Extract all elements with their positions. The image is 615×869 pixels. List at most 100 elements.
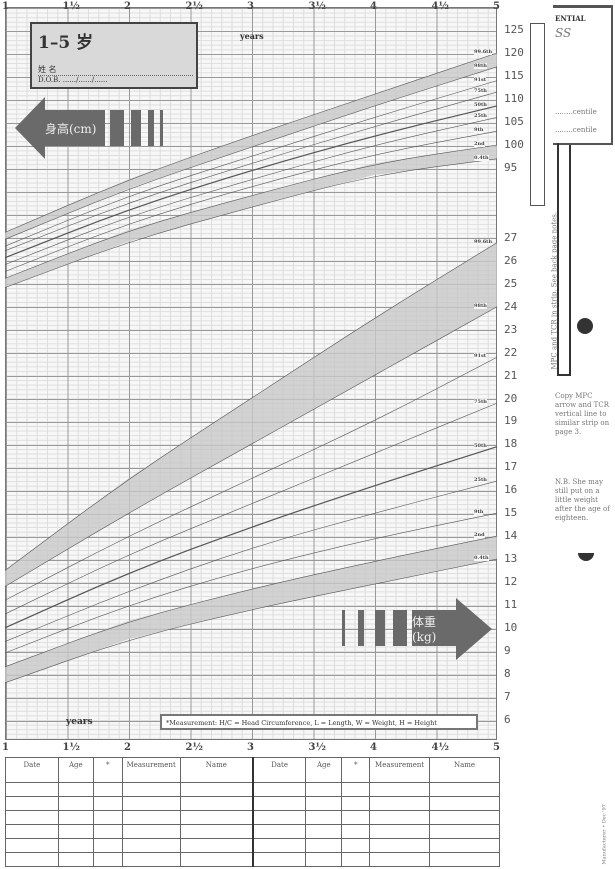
table-cell[interactable] xyxy=(369,824,431,839)
weight-axis-tick: 16 xyxy=(504,483,518,497)
weight-axis-tick: 26 xyxy=(504,253,518,267)
table-cell[interactable] xyxy=(5,852,59,867)
table-cell[interactable] xyxy=(179,796,254,811)
table-cell[interactable] xyxy=(429,852,500,867)
table-cell[interactable] xyxy=(179,824,254,839)
table-cell[interactable] xyxy=(57,782,94,797)
weight-centile-label: 50th xyxy=(474,442,487,449)
centile-field-1[interactable]: ........centile xyxy=(555,108,597,116)
x-axis-tick: 1½ xyxy=(62,742,80,753)
table-cell[interactable] xyxy=(341,810,371,825)
dob-field[interactable]: D.O.B. ....../....../...... xyxy=(38,76,108,84)
table-cell[interactable] xyxy=(429,810,500,825)
table-cell[interactable] xyxy=(429,796,500,811)
table-cell[interactable] xyxy=(57,796,94,811)
table-cell[interactable] xyxy=(92,782,123,797)
table-cell[interactable] xyxy=(57,810,94,825)
weight-axis-tick: 19 xyxy=(504,414,518,428)
table-cell[interactable] xyxy=(57,852,94,867)
height-centile-label: 2nd xyxy=(474,141,485,147)
table-cell[interactable] xyxy=(121,852,181,867)
weight-arrow: 体重(kg) xyxy=(342,598,492,660)
table-cell[interactable] xyxy=(369,852,431,867)
weight-arrow-label: 体重(kg) xyxy=(412,610,456,646)
weight-centile-line-50th xyxy=(4,446,498,629)
half-circle-marker-icon xyxy=(578,553,594,561)
table-cell[interactable] xyxy=(305,852,343,867)
weight-centile-line-98th xyxy=(4,306,498,587)
table-cell[interactable] xyxy=(5,796,59,811)
table-cell[interactable] xyxy=(121,810,181,825)
table-cell[interactable] xyxy=(5,810,59,825)
table-cell[interactable] xyxy=(5,782,59,797)
weight-centile-line-0.4th xyxy=(4,558,498,684)
table-cell[interactable] xyxy=(57,838,94,853)
table-cell[interactable] xyxy=(5,824,59,839)
table-cell[interactable] xyxy=(57,824,94,839)
height-centile-line-98th xyxy=(4,66,498,240)
height-axis-tick: 95 xyxy=(504,161,518,174)
table-cell[interactable] xyxy=(121,838,181,853)
weight-centile-line-75th xyxy=(4,402,498,615)
table-cell[interactable] xyxy=(92,852,123,867)
height-axis-tick: 125 xyxy=(504,23,524,36)
table-cell[interactable] xyxy=(92,824,123,839)
handwritten-text: SS xyxy=(555,26,572,40)
title-box: 1–5 岁 姓 名 D.O.B. ....../....../...... xyxy=(30,22,198,89)
table-cell[interactable] xyxy=(179,782,254,797)
table-cell[interactable] xyxy=(305,796,343,811)
table-cell[interactable] xyxy=(341,838,371,853)
table-cell[interactable] xyxy=(179,838,254,853)
name-field[interactable]: 姓 名 xyxy=(38,64,193,76)
table-cell[interactable] xyxy=(305,810,343,825)
table-cell[interactable] xyxy=(369,838,431,853)
table-cell[interactable] xyxy=(251,796,307,811)
table-cell[interactable] xyxy=(429,824,500,839)
x-axis-tick: 4½ xyxy=(431,1,449,12)
panel-header: ENTIAL xyxy=(555,14,586,23)
table-cell[interactable] xyxy=(121,796,181,811)
table-cell[interactable] xyxy=(341,852,371,867)
table-cell[interactable] xyxy=(305,838,343,853)
weight-centile-label: 91st xyxy=(474,353,487,360)
table-cell[interactable] xyxy=(369,810,431,825)
table-cell[interactable] xyxy=(251,810,307,825)
x-axis-tick: 1 xyxy=(2,1,9,12)
centile-field-2[interactable]: ........centile xyxy=(555,126,597,134)
height-centile-label: 9th xyxy=(474,127,484,134)
table-cell[interactable] xyxy=(341,796,371,811)
table-cell[interactable] xyxy=(251,824,307,839)
weight-axis-tick: 21 xyxy=(504,368,518,382)
arrow-left-icon xyxy=(15,97,45,159)
table-cell[interactable] xyxy=(429,838,500,853)
table-cell[interactable] xyxy=(305,824,343,839)
table-cell[interactable] xyxy=(92,838,123,853)
mpc-strip-box xyxy=(530,23,545,206)
table-cell[interactable] xyxy=(121,782,181,797)
weight-axis-tick: 12 xyxy=(504,574,518,588)
table-cell[interactable] xyxy=(369,796,431,811)
table-cell[interactable] xyxy=(92,796,123,811)
x-axis-tick: 5 xyxy=(493,1,500,12)
table-cell[interactable] xyxy=(369,782,431,797)
table-cell[interactable] xyxy=(341,824,371,839)
table-cell[interactable] xyxy=(341,782,371,797)
height-centile-line-99.6th xyxy=(4,52,498,233)
table-row xyxy=(5,796,500,811)
table-cell[interactable] xyxy=(251,782,307,797)
height-band-upper xyxy=(5,53,497,240)
height-centile-line-25th xyxy=(4,117,498,265)
table-cell[interactable] xyxy=(179,852,254,867)
table-cell[interactable] xyxy=(121,824,181,839)
table-cell[interactable] xyxy=(305,782,343,797)
x-axis-tick: 4½ xyxy=(431,742,449,753)
table-cell[interactable] xyxy=(429,782,500,797)
table-cell[interactable] xyxy=(251,838,307,853)
table-cell[interactable] xyxy=(92,810,123,825)
weight-axis-tick: 17 xyxy=(504,460,518,474)
weight-centile-line-25th xyxy=(4,480,498,642)
table-cell[interactable] xyxy=(251,852,307,867)
arrow-right-icon xyxy=(456,598,492,660)
table-cell[interactable] xyxy=(5,838,59,853)
table-cell[interactable] xyxy=(179,810,254,825)
